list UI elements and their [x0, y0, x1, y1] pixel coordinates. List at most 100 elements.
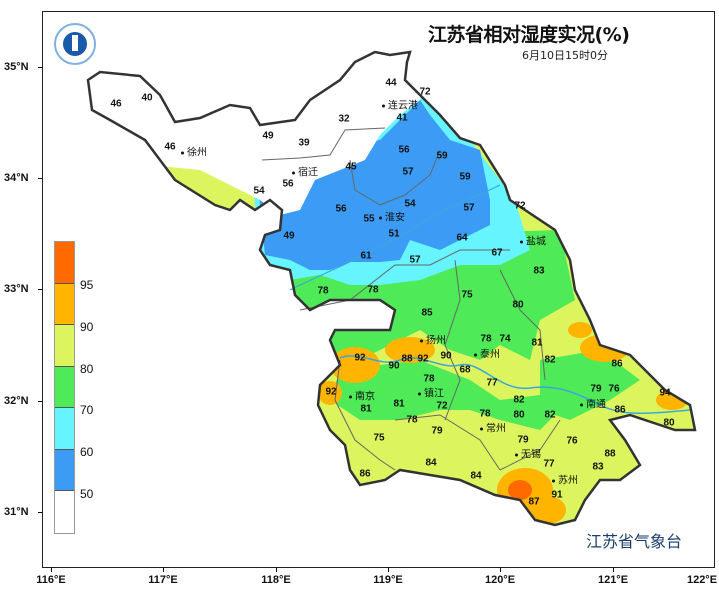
- city-label: 淮安: [379, 209, 405, 224]
- high-humidity-patches: [318, 322, 688, 524]
- station-value: 80: [512, 299, 524, 311]
- station-value: 57: [409, 254, 421, 266]
- city-label: 无锡: [515, 446, 541, 461]
- station-value: 76: [608, 383, 620, 395]
- station-value: 84: [425, 457, 437, 469]
- station-value: 81: [531, 337, 543, 349]
- city-label: 镇江: [418, 385, 444, 400]
- city-label: 徐州: [181, 144, 207, 159]
- city-label: 宿迁: [292, 164, 318, 179]
- legend-swatch: [55, 491, 74, 533]
- station-value: 85: [421, 307, 433, 319]
- legend-swatch: [55, 408, 74, 450]
- city-label: 盐城: [520, 233, 546, 248]
- station-value: 76: [566, 435, 578, 447]
- logo: [54, 23, 96, 65]
- station-value: 83: [592, 461, 604, 473]
- station-value: 82: [544, 354, 556, 366]
- color-legend: [54, 241, 75, 534]
- lon-label: 117°E: [148, 574, 178, 586]
- lat-label: 33°N: [4, 283, 29, 295]
- map-title: 江苏省相对湿度实况(%): [428, 24, 630, 46]
- zone-70-80-south: [330, 360, 560, 430]
- station-value: 78: [479, 408, 491, 420]
- city-label: 常州: [480, 420, 506, 435]
- legend-label: 95: [80, 278, 94, 292]
- station-value: 54: [404, 198, 416, 210]
- station-value: 79: [517, 434, 529, 446]
- station-value: 79: [590, 383, 602, 395]
- lat-label: 34°N: [4, 172, 29, 184]
- station-value: 56: [282, 178, 294, 190]
- station-value: 72: [419, 86, 431, 98]
- station-value: 82: [513, 394, 525, 406]
- station-value: 79: [431, 425, 443, 437]
- city-boundaries: [261, 127, 561, 471]
- jiangsu-outline: [86, 50, 697, 527]
- station-value: 57: [402, 166, 414, 178]
- station-value: 78: [317, 285, 329, 297]
- agency-label: 江苏省气象台: [586, 532, 683, 551]
- station-value: 92: [325, 386, 337, 398]
- station-value: 83: [533, 265, 545, 277]
- zone-70-80-east: [540, 350, 640, 420]
- station-value: 80: [663, 417, 675, 429]
- station-value: 49: [283, 230, 295, 242]
- station-value: 88: [604, 448, 616, 460]
- station-value: 77: [543, 458, 555, 470]
- station-value: 88: [401, 353, 413, 365]
- station-value: 74: [499, 333, 511, 345]
- legend-label: 80: [80, 362, 94, 376]
- lat-label: 35°N: [4, 61, 29, 73]
- station-value: 81: [393, 398, 405, 410]
- lat-label: 32°N: [4, 395, 29, 407]
- station-value: 64: [456, 232, 468, 244]
- station-value: 32: [338, 113, 350, 125]
- station-value: 44: [385, 77, 397, 89]
- station-value: 41: [396, 112, 408, 124]
- lon-label: 122°E: [686, 574, 718, 586]
- legend-swatch: [55, 242, 74, 284]
- station-value: 55: [363, 213, 375, 225]
- station-value: 54: [253, 185, 265, 197]
- legend-swatch: [55, 283, 74, 325]
- station-value: 77: [486, 377, 498, 389]
- station-value: 78: [367, 284, 379, 296]
- station-value: 81: [360, 403, 372, 415]
- yangtze-river: [339, 355, 691, 415]
- legend-label: 50: [80, 487, 94, 501]
- station-value: 59: [436, 150, 448, 162]
- legend-label: 90: [80, 320, 94, 334]
- lon-label: 116°E: [36, 574, 66, 586]
- station-value: 46: [164, 141, 176, 153]
- station-value: 78: [480, 333, 492, 345]
- city-label: 泰州: [474, 346, 500, 361]
- city-label: 苏州: [552, 472, 578, 487]
- station-value: 94: [659, 387, 671, 399]
- station-value: 56: [335, 203, 347, 215]
- zone-50-60: [255, 100, 490, 270]
- station-value: 75: [373, 432, 385, 444]
- station-value: 72: [514, 200, 526, 212]
- station-value: 45: [345, 161, 357, 173]
- legend-label: 70: [80, 403, 94, 417]
- legend-swatch: [55, 366, 74, 408]
- lon-label: 118°E: [261, 574, 291, 586]
- city-label: 南通: [580, 396, 606, 411]
- station-value: 92: [417, 353, 429, 365]
- station-value: 39: [298, 137, 310, 149]
- station-value: 92: [354, 352, 366, 364]
- station-value: 82: [544, 409, 556, 421]
- station-value: 86: [611, 358, 623, 370]
- station-value: 80: [513, 409, 525, 421]
- station-value: 72: [436, 400, 448, 412]
- station-value: 75: [461, 289, 473, 301]
- lon-label: 121°E: [597, 574, 629, 586]
- station-value: 86: [359, 468, 371, 480]
- lon-label: 119°E: [373, 574, 403, 586]
- station-value: 87: [528, 496, 540, 508]
- station-value: 68: [459, 364, 471, 376]
- station-value: 57: [463, 202, 475, 214]
